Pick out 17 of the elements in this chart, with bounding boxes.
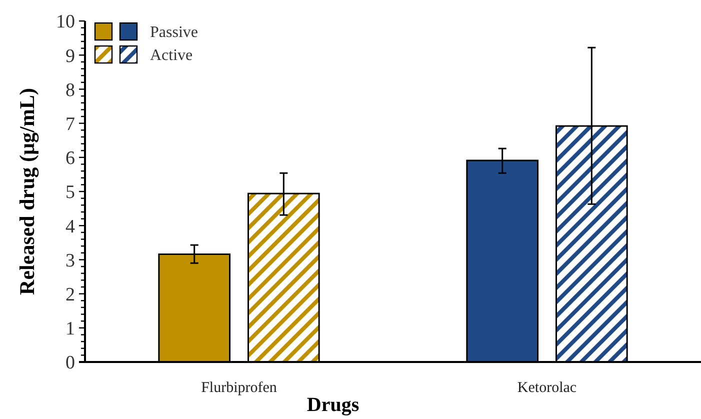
x-axis-title: Drugs: [306, 394, 360, 416]
legend-label: Passive: [150, 24, 198, 41]
y-tick-label: 9: [66, 46, 75, 67]
y-tick-label: 6: [66, 148, 75, 170]
y-tick-label: 5: [66, 182, 75, 204]
y-tick-label: 1: [66, 318, 75, 340]
y-tick-label: 7: [66, 114, 75, 135]
y-tick-label: 10: [56, 12, 75, 33]
x-tick-label: Ketorolac: [517, 380, 577, 396]
y-axis-title: Released drug (µg/mL): [15, 88, 39, 295]
y-tick-label: 0: [66, 352, 75, 374]
y-tick-label: 2: [66, 284, 75, 306]
y-tick-label: 4: [66, 216, 76, 238]
y-tick-label: 3: [66, 250, 75, 272]
x-tick-label: Flurbiprofen: [201, 380, 278, 396]
legend-label: Active: [150, 47, 193, 64]
y-tick-label: 8: [66, 80, 75, 101]
